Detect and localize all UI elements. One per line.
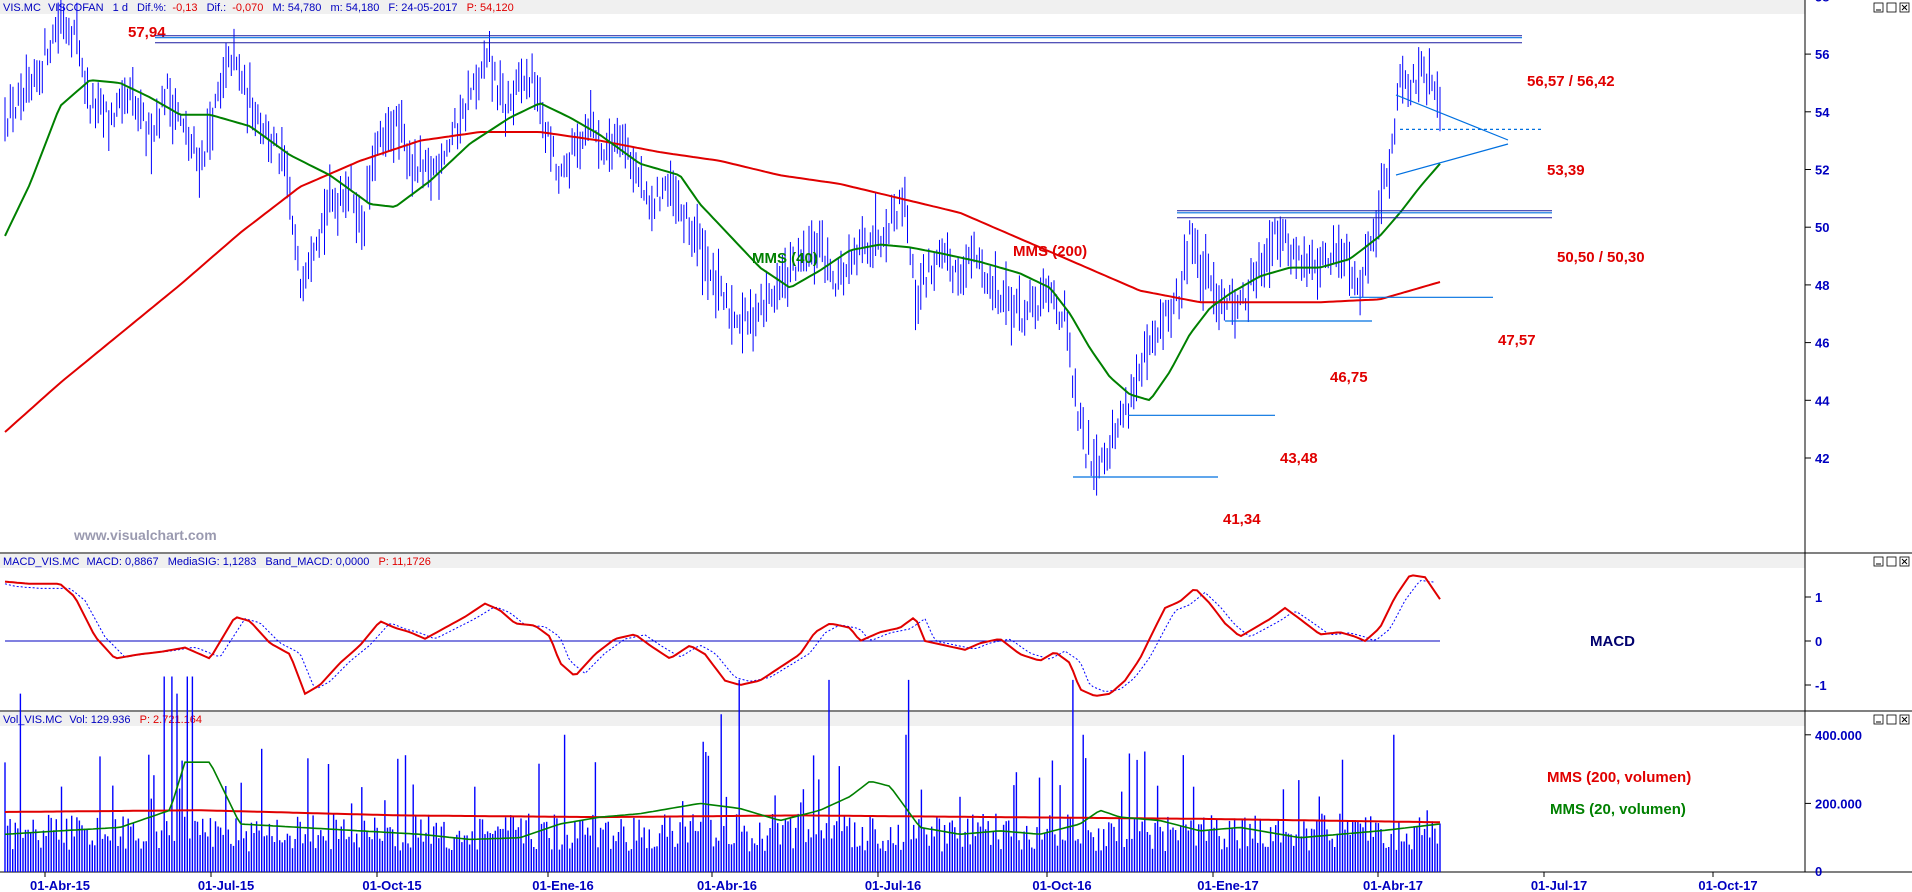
price-window-controls[interactable] bbox=[1873, 2, 1910, 13]
volume-indicator-name: Vol_VIS.MC bbox=[3, 714, 62, 726]
maximize-icon[interactable] bbox=[1886, 2, 1897, 13]
minimize-icon[interactable] bbox=[1873, 2, 1884, 13]
x-tick-label: 01-Abr-17 bbox=[1363, 878, 1423, 892]
price-y-tick: 58 bbox=[1815, 0, 1829, 4]
maximize-icon[interactable] bbox=[1886, 714, 1897, 725]
dif-pct-label: Dif.%: bbox=[137, 2, 166, 14]
price-header: VIS.MC VISCOFAN 1 d Dif.%: -0,13 Dif.: -… bbox=[3, 2, 514, 14]
x-tick-label: 01-Abr-15 bbox=[30, 878, 90, 892]
macd-band-value: Band_MACD: 0,0000 bbox=[265, 556, 369, 568]
level-label: 46,75 bbox=[1330, 369, 1368, 386]
price-bars bbox=[4, 0, 1441, 496]
level-label: 50,50 / 50,30 bbox=[1557, 249, 1645, 266]
macd-indicator-name: MACD_VIS.MC bbox=[3, 556, 79, 568]
price-y-tick: 54 bbox=[1815, 105, 1830, 120]
max-value: M: 54,780 bbox=[272, 2, 321, 14]
volume-value: Vol: 129.936 bbox=[69, 714, 130, 726]
macd-signal-line bbox=[4, 579, 1436, 693]
last-price: P: 54,120 bbox=[467, 2, 514, 14]
min-value: m: 54,180 bbox=[330, 2, 379, 14]
x-tick-label: 01-Ene-17 bbox=[1197, 878, 1258, 892]
date-value: F: 24-05-2017 bbox=[388, 2, 457, 14]
price-y-tick: 42 bbox=[1815, 451, 1829, 466]
price-moving-averages bbox=[4, 79, 1441, 433]
ma200-line bbox=[4, 131, 1441, 433]
macd-layer bbox=[4, 574, 1441, 697]
ma40-line bbox=[4, 79, 1441, 402]
x-tick-label: 01-Oct-17 bbox=[1698, 878, 1757, 892]
svg-text:Vol_VIS.MC Vol: 129.936: Vol_VIS.MC Vol: 129.936 P: 2.721.164 bbox=[3, 714, 202, 726]
x-tick-label: 01-Oct-15 bbox=[362, 878, 421, 892]
volume-header: Vol_VIS.MC Vol: 129.936 P: 2.721.164 bbox=[3, 714, 202, 726]
watermark: www.visualchart.com bbox=[73, 527, 217, 543]
x-tick-label: 01-Ene-16 bbox=[532, 878, 593, 892]
x-tick-label: 01-Jul-15 bbox=[198, 878, 254, 892]
volume-ma200-label: MMS (200, volumen) bbox=[1547, 769, 1691, 786]
svg-text:MACD_VIS.MC MACD: 0,8867: MACD_VIS.MC MACD: 0,8867 MediaSIG: 1,128… bbox=[3, 556, 431, 568]
symbol: VIS.MC bbox=[3, 2, 41, 14]
x-tick-label: 01-Oct-16 bbox=[1032, 878, 1091, 892]
dif-value: -0,070 bbox=[232, 2, 263, 14]
axes-layer: 42 44 46 48 50 52 54 56 58 -1 0 1 0 200.000 400.000 01-… bbox=[30, 0, 1862, 892]
macd-label: MACD bbox=[1590, 633, 1635, 650]
volume-header-bar bbox=[0, 712, 1805, 726]
macd-line bbox=[4, 574, 1441, 697]
macd-p-value: P: 11,1726 bbox=[378, 556, 430, 568]
volume-ma20-line bbox=[4, 761, 1441, 841]
svg-text:VIS.MC VISCOFAN 1: VIS.MC VISCOFAN 1 d Dif.%: -0,13 Dif.: -… bbox=[3, 2, 514, 14]
macd-header: MACD_VIS.MC MACD: 0,8867 MediaSIG: 1,128… bbox=[3, 556, 431, 568]
volume-p-value: P: 2.721.164 bbox=[140, 714, 202, 726]
volume-ma20-label: MMS (20, volumen) bbox=[1550, 801, 1686, 818]
dif-pct-value: -0,13 bbox=[172, 2, 197, 14]
level-label: 56,57 / 56,42 bbox=[1527, 73, 1615, 90]
volume-window-controls[interactable] bbox=[1873, 714, 1910, 725]
company-name: VISCOFAN bbox=[48, 2, 104, 14]
macd-header-bar bbox=[0, 554, 1805, 568]
minimize-icon[interactable] bbox=[1873, 714, 1884, 725]
price-y-tick: 48 bbox=[1815, 278, 1829, 293]
maximize-icon[interactable] bbox=[1886, 556, 1897, 567]
level-label: 57,94 bbox=[128, 24, 166, 41]
volume-y-tick: 400.000 bbox=[1815, 728, 1862, 743]
price-header-bar bbox=[0, 0, 1805, 14]
minimize-icon[interactable] bbox=[1873, 556, 1884, 567]
level-label: 41,34 bbox=[1223, 511, 1261, 528]
price-y-tick: 44 bbox=[1815, 393, 1830, 408]
macd-value: MACD: 0,8867 bbox=[86, 556, 158, 568]
price-y-tick: 46 bbox=[1815, 336, 1829, 351]
macd-window-controls[interactable] bbox=[1873, 556, 1910, 567]
x-tick-label: 01-Jul-16 bbox=[865, 878, 921, 892]
ma40-label: MMS (40) bbox=[752, 250, 818, 267]
macd-signal-value: MediaSIG: 1,1283 bbox=[168, 556, 257, 568]
level-label: 43,48 bbox=[1280, 450, 1318, 467]
level-label: 53,39 bbox=[1547, 162, 1585, 179]
macd-y-tick: 0 bbox=[1815, 634, 1822, 649]
dif-label: Dif.: bbox=[207, 2, 227, 14]
ma200-label: MMS (200) bbox=[1013, 243, 1087, 260]
price-y-tick: 56 bbox=[1815, 47, 1829, 62]
volume-ma200-line bbox=[4, 809, 1441, 824]
triangle-pattern bbox=[1395, 94, 1509, 176]
price-levels: 57,94 56,57 / 56,42 53,39 50,50 / 50,30 47,5… bbox=[128, 24, 1645, 528]
macd-y-tick: 1 bbox=[1815, 590, 1822, 605]
x-tick-label: 01-Jul-17 bbox=[1531, 878, 1587, 892]
volume-y-tick: 0 bbox=[1815, 864, 1822, 879]
macd-y-tick: -1 bbox=[1815, 678, 1827, 693]
window-controls bbox=[1873, 2, 1910, 725]
volume-layer bbox=[4, 676, 1441, 872]
period: 1 d bbox=[113, 2, 128, 14]
price-y-tick: 52 bbox=[1815, 163, 1829, 178]
price-y-tick: 50 bbox=[1815, 220, 1829, 235]
volume-y-tick: 200.000 bbox=[1815, 796, 1862, 811]
level-label: 47,57 bbox=[1498, 332, 1536, 349]
x-tick-label: 01-Abr-16 bbox=[697, 878, 757, 892]
